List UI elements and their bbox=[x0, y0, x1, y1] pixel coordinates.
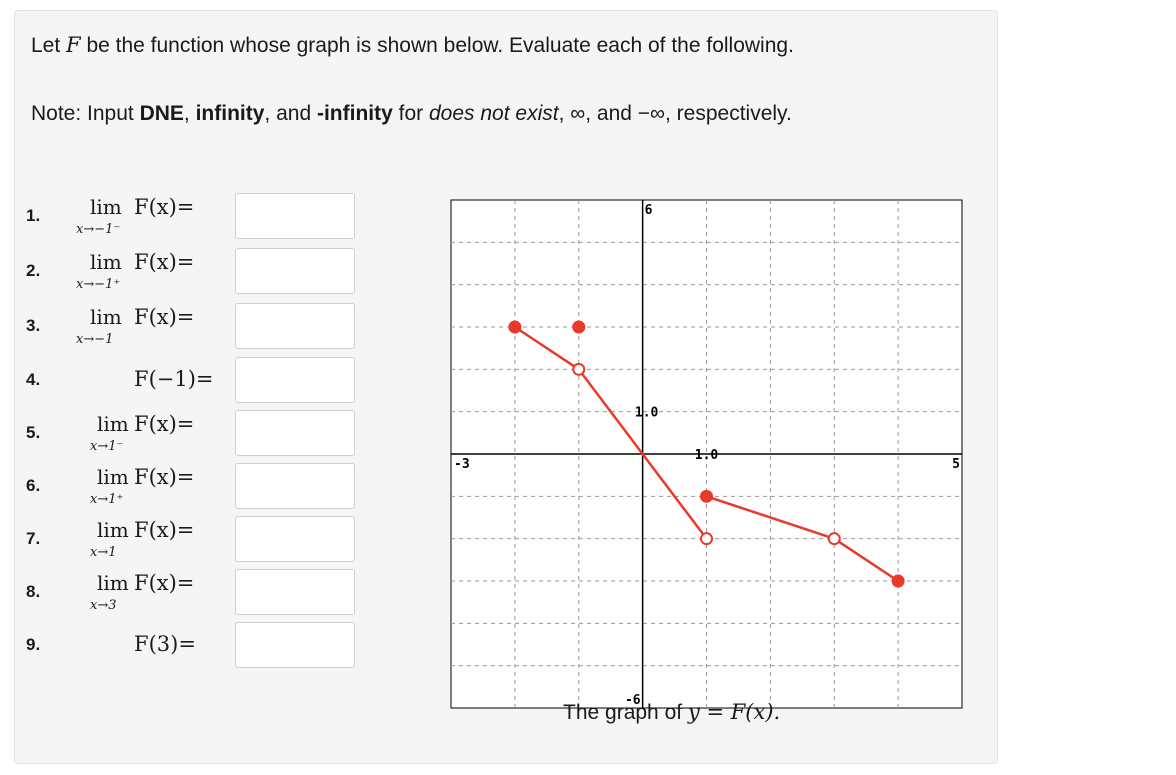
answer-input-3[interactable] bbox=[235, 303, 355, 349]
answer-input-4[interactable] bbox=[235, 357, 355, 403]
intro-suffix: be the function whose graph is shown bel… bbox=[80, 34, 794, 57]
caption-prefix: The graph of bbox=[563, 701, 688, 724]
question-expression: F(x)= bbox=[134, 465, 195, 489]
lim-subscript: x→−1⁺ bbox=[76, 277, 121, 292]
lim-word: lim bbox=[97, 518, 129, 542]
answer-input-1[interactable] bbox=[235, 193, 355, 239]
question-number: 7. bbox=[26, 529, 41, 548]
open-point bbox=[572, 362, 586, 376]
lim-word: lim bbox=[90, 195, 122, 219]
answer-input-2[interactable] bbox=[235, 248, 355, 294]
question-row: 9. F(3)= bbox=[16, 622, 361, 672]
question-row: 1. lim x→−1⁻ F(x)= bbox=[16, 193, 361, 243]
question-number: 4. bbox=[26, 370, 41, 389]
question-expression: F(x)= bbox=[134, 571, 195, 595]
curve-segment bbox=[706, 495, 835, 540]
question-expression: F(3)= bbox=[134, 632, 196, 656]
open-point bbox=[827, 532, 841, 546]
closed-point bbox=[891, 574, 905, 588]
open-point bbox=[700, 532, 713, 546]
question-number: 6. bbox=[26, 476, 41, 495]
answer-input-8[interactable] bbox=[235, 569, 355, 615]
question-number: 1. bbox=[26, 206, 41, 225]
note-part: Note: Input bbox=[31, 102, 140, 125]
question-row: 7. lim x→1 F(x)= bbox=[16, 516, 361, 566]
note-part: , bbox=[183, 102, 196, 125]
note-neg-infinity: -infinity bbox=[316, 102, 393, 125]
question-row: 4. F(−1)= bbox=[16, 357, 361, 407]
note-dne: DNE bbox=[139, 102, 184, 125]
tick-label-y1: 1.0 bbox=[635, 406, 659, 421]
question-row: 5. lim x→1⁻ F(x)= bbox=[16, 410, 361, 460]
note-part: for bbox=[392, 102, 429, 125]
tick-label-x1: 1.0 bbox=[695, 448, 719, 463]
question-number: 9. bbox=[26, 635, 41, 654]
lim-word: lim bbox=[90, 250, 122, 274]
lim-word: lim bbox=[97, 412, 129, 436]
lim-subscript: x→−1 bbox=[76, 332, 114, 347]
lim-word: lim bbox=[97, 571, 129, 595]
question-row: 2. lim x→−1⁺ F(x)= bbox=[16, 248, 361, 298]
note-part: , ∞, and −∞, respectively. bbox=[558, 102, 792, 125]
answer-input-7[interactable] bbox=[235, 516, 355, 562]
question-expression: F(x)= bbox=[134, 195, 195, 219]
graph-svg: -3 5 6 -6 1.0 1.0 bbox=[450, 199, 963, 709]
note-part: , and bbox=[264, 102, 317, 125]
closed-point bbox=[700, 489, 713, 503]
question-row: 8. lim x→3 F(x)= bbox=[16, 569, 361, 619]
intro-text: Let F be the function whose graph is sho… bbox=[31, 33, 794, 58]
lim-word: lim bbox=[97, 465, 129, 489]
intro-prefix: Let bbox=[31, 34, 67, 57]
answer-input-9[interactable] bbox=[235, 622, 355, 668]
closed-point bbox=[572, 320, 586, 334]
lim-subscript: x→1 bbox=[90, 545, 117, 560]
lim-subscript: x→1⁺ bbox=[90, 492, 124, 507]
curve-segment bbox=[577, 368, 708, 540]
question-expression: F(−1)= bbox=[134, 367, 214, 391]
caption-math: y = F(x). bbox=[687, 700, 781, 724]
question-number: 5. bbox=[26, 423, 41, 442]
tick-label-xmax: 5 bbox=[952, 457, 960, 472]
curve-segment bbox=[514, 325, 580, 371]
question-number: 3. bbox=[26, 316, 41, 335]
answer-input-6[interactable] bbox=[235, 463, 355, 509]
note-text: Note: Input DNE, infinity, and -infinity… bbox=[31, 102, 792, 126]
question-number: 8. bbox=[26, 582, 41, 601]
question-row: 3. lim x→−1 F(x)= bbox=[16, 303, 361, 353]
tick-label-ymin: -6 bbox=[625, 693, 641, 708]
tick-label-ymax: 6 bbox=[645, 203, 653, 218]
lim-subscript: x→3 bbox=[90, 598, 117, 613]
curve-segment bbox=[833, 537, 899, 583]
tick-label-xmin: -3 bbox=[454, 457, 470, 472]
question-expression: F(x)= bbox=[134, 412, 195, 436]
graph-caption: The graph of y = F(x). bbox=[563, 700, 780, 725]
note-dne-text: does not exist bbox=[428, 102, 559, 125]
function-symbol: F bbox=[66, 33, 81, 57]
question-expression: F(x)= bbox=[134, 305, 195, 329]
question-number: 2. bbox=[26, 261, 41, 280]
lim-subscript: x→1⁻ bbox=[90, 439, 124, 454]
question-expression: F(x)= bbox=[134, 518, 195, 542]
question-row: 6. lim x→1⁺ F(x)= bbox=[16, 463, 361, 513]
lim-subscript: x→−1⁻ bbox=[76, 222, 121, 237]
closed-point bbox=[508, 320, 522, 334]
lim-word: lim bbox=[90, 305, 122, 329]
graph: -3 5 6 -6 1.0 1.0 bbox=[439, 189, 979, 718]
question-expression: F(x)= bbox=[134, 250, 195, 274]
answer-input-5[interactable] bbox=[235, 410, 355, 456]
note-infinity: infinity bbox=[195, 102, 265, 125]
